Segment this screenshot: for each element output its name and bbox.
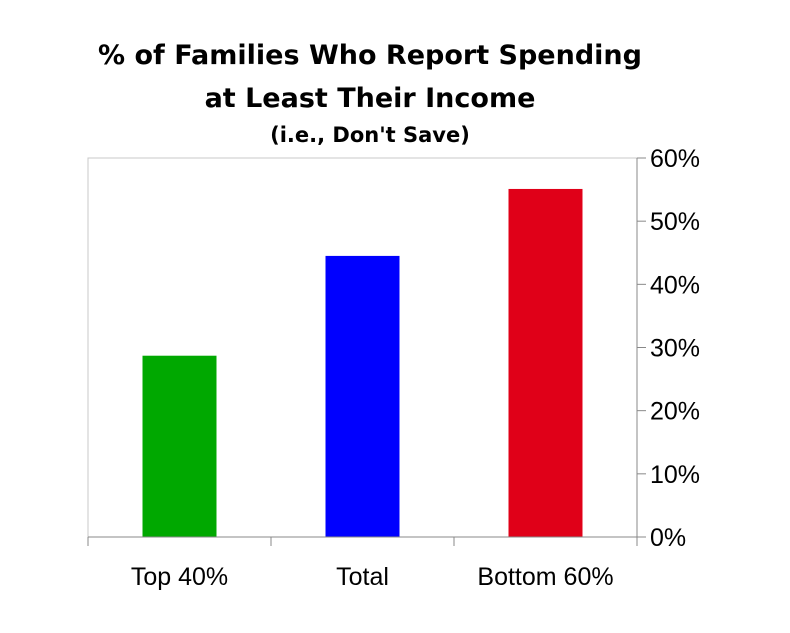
- bars-group: [142, 188, 583, 538]
- chart-subtitle: (i.e., Don't Save): [270, 123, 470, 147]
- chart-title-line2: at Least Their Income: [204, 83, 536, 114]
- y-tick-label: 60%: [650, 145, 700, 173]
- bar-top-40: [142, 355, 217, 537]
- chart-title: % of Families Who Report Spending: [98, 40, 642, 71]
- y-tick-label: 0%: [650, 524, 686, 552]
- y-tick-label: 30%: [650, 335, 700, 363]
- x-tick-label: Total: [336, 563, 389, 591]
- bar-total: [325, 255, 400, 538]
- y-tick-label: 40%: [650, 271, 700, 299]
- y-tick-label: 10%: [650, 461, 700, 489]
- x-tick-label: Top 40%: [131, 563, 228, 591]
- x-tick-label: Bottom 60%: [477, 563, 613, 591]
- bar-bottom-60: [508, 188, 583, 537]
- y-tick-label: 50%: [650, 208, 700, 236]
- axes-group: Top 40% Total Bottom 60% 0% 10% 20% 30% 40% 50% 6…: [87, 145, 700, 591]
- y-tick-label: 20%: [650, 398, 700, 426]
